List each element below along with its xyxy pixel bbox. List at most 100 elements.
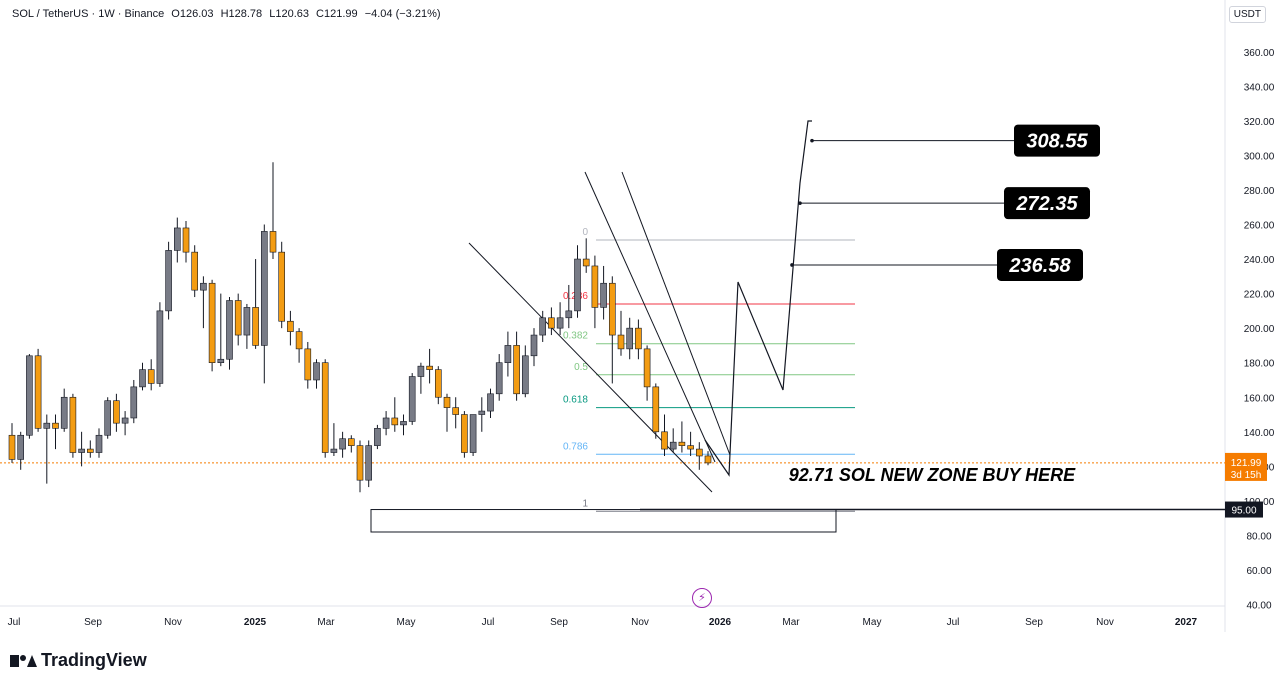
candle-body xyxy=(174,227,181,251)
buy-zone-box xyxy=(370,509,837,533)
symbol-title: SOL / TetherUS · 1W · Binance xyxy=(12,8,165,20)
candle-body xyxy=(243,307,251,336)
wedge-lower-line xyxy=(468,242,713,493)
candle-body xyxy=(104,400,111,436)
x-tick-label: Nov xyxy=(1096,617,1114,628)
candle-body xyxy=(321,362,329,453)
candle-body xyxy=(669,441,677,450)
y-tick-label: 220.00 xyxy=(1244,290,1275,301)
target-price-box xyxy=(1004,187,1090,220)
candle-body xyxy=(339,438,346,450)
currency-selector[interactable]: USDT xyxy=(1228,6,1266,23)
candle-body xyxy=(165,250,172,312)
candle-body xyxy=(69,396,77,453)
y-tick-label: 200.00 xyxy=(1244,324,1275,335)
tradingview-wordmark: TradingView xyxy=(41,650,147,670)
candle-body xyxy=(295,331,303,350)
buy-zone-price-tag xyxy=(1225,501,1263,518)
y-tick-label: 280.00 xyxy=(1244,186,1275,197)
candle-body xyxy=(504,345,512,363)
symbol-legend[interactable]: SOL / TetherUS · 1W · Binance O126.03 H1… xyxy=(12,8,445,20)
x-tick-label: Jul xyxy=(8,617,21,628)
x-tick-label: May xyxy=(397,617,416,628)
candle-body xyxy=(548,317,555,329)
candle-body xyxy=(452,407,460,415)
x-tick-label: Nov xyxy=(164,617,182,628)
candle-body xyxy=(617,334,625,350)
candle-body xyxy=(400,421,407,426)
y-tick-label: 240.00 xyxy=(1244,255,1275,266)
candle-body xyxy=(17,434,25,460)
x-tick-label: Sep xyxy=(84,617,102,628)
candle-body xyxy=(374,428,381,446)
candle-body xyxy=(260,231,268,346)
y-tick-label: 60.00 xyxy=(1246,566,1271,577)
y-tick-label: 180.00 xyxy=(1244,359,1275,370)
wedge-upper-line xyxy=(584,171,716,463)
target-point xyxy=(798,201,802,205)
y-tick-label: 340.00 xyxy=(1244,82,1275,93)
x-tick-label: 2027 xyxy=(1175,617,1198,628)
x-tick-label: 2025 xyxy=(244,617,267,628)
ohlc-close: C121.99 xyxy=(316,8,358,20)
candle-body xyxy=(60,396,68,429)
x-tick-label: Mar xyxy=(317,617,335,628)
x-tick-label: 2026 xyxy=(709,617,732,628)
candle-body xyxy=(226,300,233,360)
fib-level-label: 0.618 xyxy=(563,395,588,406)
wedge-outer-line xyxy=(621,171,731,456)
fib-level-label: 0 xyxy=(582,227,588,238)
fib-level-label: 0.786 xyxy=(563,441,588,452)
candle-body xyxy=(139,369,146,388)
candle-body xyxy=(461,414,468,453)
candle-body xyxy=(391,417,399,426)
candle-body xyxy=(521,355,529,395)
fib-level-label: 0.5 xyxy=(574,362,588,373)
candle-body xyxy=(113,400,120,424)
candle-body xyxy=(487,393,494,412)
candle-body xyxy=(278,251,286,322)
candle-body xyxy=(200,282,207,291)
candle-body xyxy=(652,386,660,433)
candle-body xyxy=(513,345,520,395)
candle-body xyxy=(469,414,477,453)
candle-body xyxy=(687,445,694,450)
x-tick-label: Sep xyxy=(1025,617,1043,628)
y-tick-label: 300.00 xyxy=(1244,151,1275,162)
candle-body xyxy=(252,307,259,346)
candle-body xyxy=(417,365,425,377)
x-tick-label: May xyxy=(863,617,882,628)
target-price-label: 308.55 xyxy=(1026,131,1088,153)
candle-body xyxy=(287,320,294,332)
candle-body xyxy=(478,410,486,415)
target-price-box xyxy=(1014,124,1100,157)
candle-body xyxy=(635,327,642,350)
candle-body xyxy=(530,334,538,357)
x-tick-label: Nov xyxy=(631,617,649,628)
candle-body xyxy=(643,348,651,388)
candle-body xyxy=(365,445,373,481)
projection-path xyxy=(704,120,812,477)
fib-level-label: 1 xyxy=(582,498,588,509)
buy-zone-annotation: 92.71 SOL NEW ZONE BUY HERE xyxy=(789,465,1076,485)
x-tick-label: Sep xyxy=(550,617,568,628)
current-price-countdown: 3d 15h xyxy=(1231,470,1262,481)
candle-body xyxy=(626,327,634,350)
candle-body xyxy=(121,417,129,424)
ohlc-high: H128.78 xyxy=(220,8,263,20)
candle-body xyxy=(495,362,503,395)
candle-body xyxy=(34,355,42,429)
y-tick-label: 40.00 xyxy=(1246,601,1271,612)
candle-body xyxy=(704,455,712,464)
y-tick-label: 140.00 xyxy=(1244,428,1275,439)
candle-body xyxy=(443,396,451,408)
target-price-label: 272.35 xyxy=(1015,193,1078,215)
tradingview-logo[interactable]: TradingView xyxy=(10,650,147,671)
candle-body xyxy=(574,258,581,312)
lightning-icon[interactable]: ⚡ xyxy=(692,588,712,608)
candle-body xyxy=(182,227,190,253)
candle-body xyxy=(43,422,51,429)
candle-body xyxy=(8,434,16,460)
ohlc-change: −4.04 (−3.21%) xyxy=(364,8,441,20)
